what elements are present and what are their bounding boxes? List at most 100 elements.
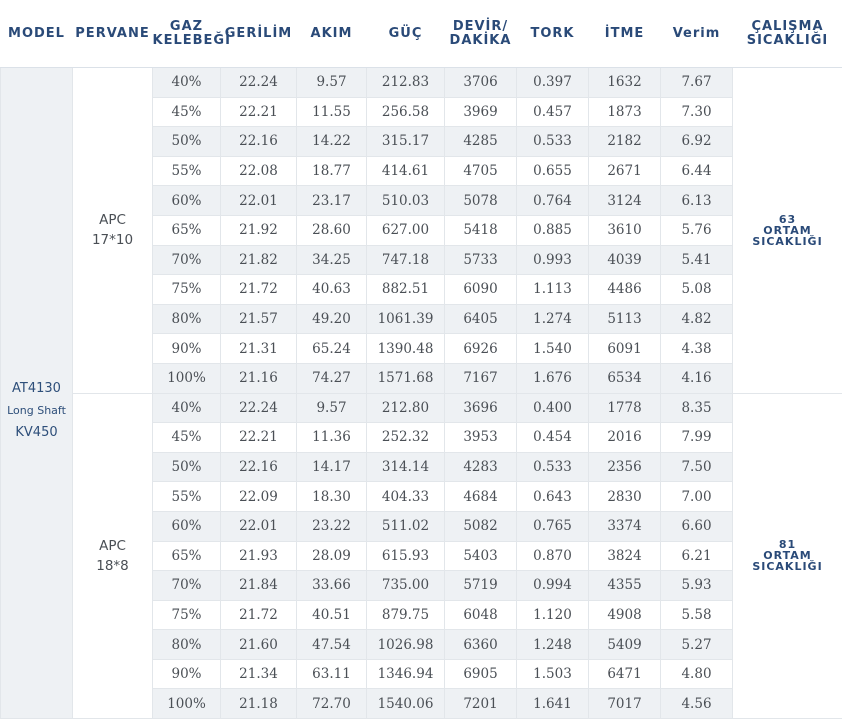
- power-cell: 1061.39: [367, 304, 445, 334]
- propeller-size: 17*10: [73, 230, 152, 250]
- thrust-cell: 6091: [589, 334, 661, 364]
- rpm-cell: 3953: [445, 423, 517, 453]
- power-cell: 1571.68: [367, 363, 445, 393]
- throttle-cell: 50%: [153, 127, 221, 157]
- voltage-cell: 21.57: [221, 304, 297, 334]
- power-cell: 627.00: [367, 215, 445, 245]
- efficiency-cell: 5.58: [661, 600, 733, 630]
- torque-cell: 0.994: [517, 571, 589, 601]
- throttle-cell: 100%: [153, 689, 221, 719]
- rpm-cell: 5418: [445, 215, 517, 245]
- rpm-cell: 6926: [445, 334, 517, 364]
- thrust-cell: 5409: [589, 630, 661, 660]
- voltage-cell: 22.21: [221, 423, 297, 453]
- temperature-label: SICAKLIĞI: [733, 236, 842, 247]
- power-cell: 315.17: [367, 127, 445, 157]
- torque-cell: 0.764: [517, 186, 589, 216]
- voltage-cell: 21.82: [221, 245, 297, 275]
- torque-cell: 0.870: [517, 541, 589, 571]
- voltage-cell: 21.92: [221, 215, 297, 245]
- power-cell: 1540.06: [367, 689, 445, 719]
- voltage-cell: 22.01: [221, 186, 297, 216]
- throttle-cell: 60%: [153, 186, 221, 216]
- propeller-brand: APC: [73, 536, 152, 556]
- throttle-cell: 65%: [153, 541, 221, 571]
- throttle-cell: 75%: [153, 600, 221, 630]
- throttle-cell: 45%: [153, 97, 221, 127]
- rpm-cell: 7167: [445, 363, 517, 393]
- rpm-cell: 5719: [445, 571, 517, 601]
- thrust-cell: 4039: [589, 245, 661, 275]
- torque-cell: 0.643: [517, 482, 589, 512]
- header-current: AKIM: [297, 0, 367, 68]
- voltage-cell: 22.16: [221, 452, 297, 482]
- torque-cell: 0.397: [517, 68, 589, 98]
- throttle-cell: 40%: [153, 68, 221, 98]
- current-cell: 18.77: [297, 156, 367, 186]
- throttle-cell: 75%: [153, 275, 221, 305]
- power-cell: 212.83: [367, 68, 445, 98]
- rpm-cell: 5078: [445, 186, 517, 216]
- throttle-cell: 80%: [153, 630, 221, 660]
- efficiency-cell: 6.21: [661, 541, 733, 571]
- throttle-cell: 100%: [153, 363, 221, 393]
- voltage-cell: 22.08: [221, 156, 297, 186]
- power-cell: 252.32: [367, 423, 445, 453]
- voltage-cell: 22.16: [221, 127, 297, 157]
- efficiency-cell: 6.92: [661, 127, 733, 157]
- power-cell: 1346.94: [367, 659, 445, 689]
- rpm-cell: 7201: [445, 689, 517, 719]
- current-cell: 40.63: [297, 275, 367, 305]
- thrust-cell: 4908: [589, 600, 661, 630]
- header-power: GÜÇ: [367, 0, 445, 68]
- current-cell: 14.22: [297, 127, 367, 157]
- current-cell: 14.17: [297, 452, 367, 482]
- model-variant: Long Shaft: [1, 400, 72, 422]
- voltage-cell: 21.16: [221, 363, 297, 393]
- current-cell: 11.36: [297, 423, 367, 453]
- current-cell: 9.57: [297, 68, 367, 98]
- efficiency-cell: 5.27: [661, 630, 733, 660]
- rpm-cell: 6360: [445, 630, 517, 660]
- current-cell: 47.54: [297, 630, 367, 660]
- propeller-size: 18*8: [73, 556, 152, 576]
- header-model: MODEL: [1, 0, 73, 68]
- rpm-cell: 4705: [445, 156, 517, 186]
- voltage-cell: 22.01: [221, 511, 297, 541]
- current-cell: 63.11: [297, 659, 367, 689]
- efficiency-cell: 5.93: [661, 571, 733, 601]
- propeller-brand: APC: [73, 210, 152, 230]
- header-propeller: PERVANE: [73, 0, 153, 68]
- thrust-cell: 1873: [589, 97, 661, 127]
- power-cell: 414.61: [367, 156, 445, 186]
- throttle-cell: 70%: [153, 571, 221, 601]
- throttle-cell: 40%: [153, 393, 221, 423]
- voltage-cell: 21.72: [221, 275, 297, 305]
- thrust-cell: 3824: [589, 541, 661, 571]
- voltage-cell: 21.72: [221, 600, 297, 630]
- current-cell: 74.27: [297, 363, 367, 393]
- torque-cell: 0.533: [517, 452, 589, 482]
- thrust-cell: 2830: [589, 482, 661, 512]
- current-cell: 40.51: [297, 600, 367, 630]
- torque-cell: 0.457: [517, 97, 589, 127]
- efficiency-cell: 6.44: [661, 156, 733, 186]
- rpm-cell: 6905: [445, 659, 517, 689]
- efficiency-cell: 7.67: [661, 68, 733, 98]
- thrust-cell: 2016: [589, 423, 661, 453]
- current-cell: 28.60: [297, 215, 367, 245]
- power-cell: 212.80: [367, 393, 445, 423]
- power-cell: 314.14: [367, 452, 445, 482]
- voltage-cell: 22.09: [221, 482, 297, 512]
- thrust-cell: 3610: [589, 215, 661, 245]
- power-cell: 735.00: [367, 571, 445, 601]
